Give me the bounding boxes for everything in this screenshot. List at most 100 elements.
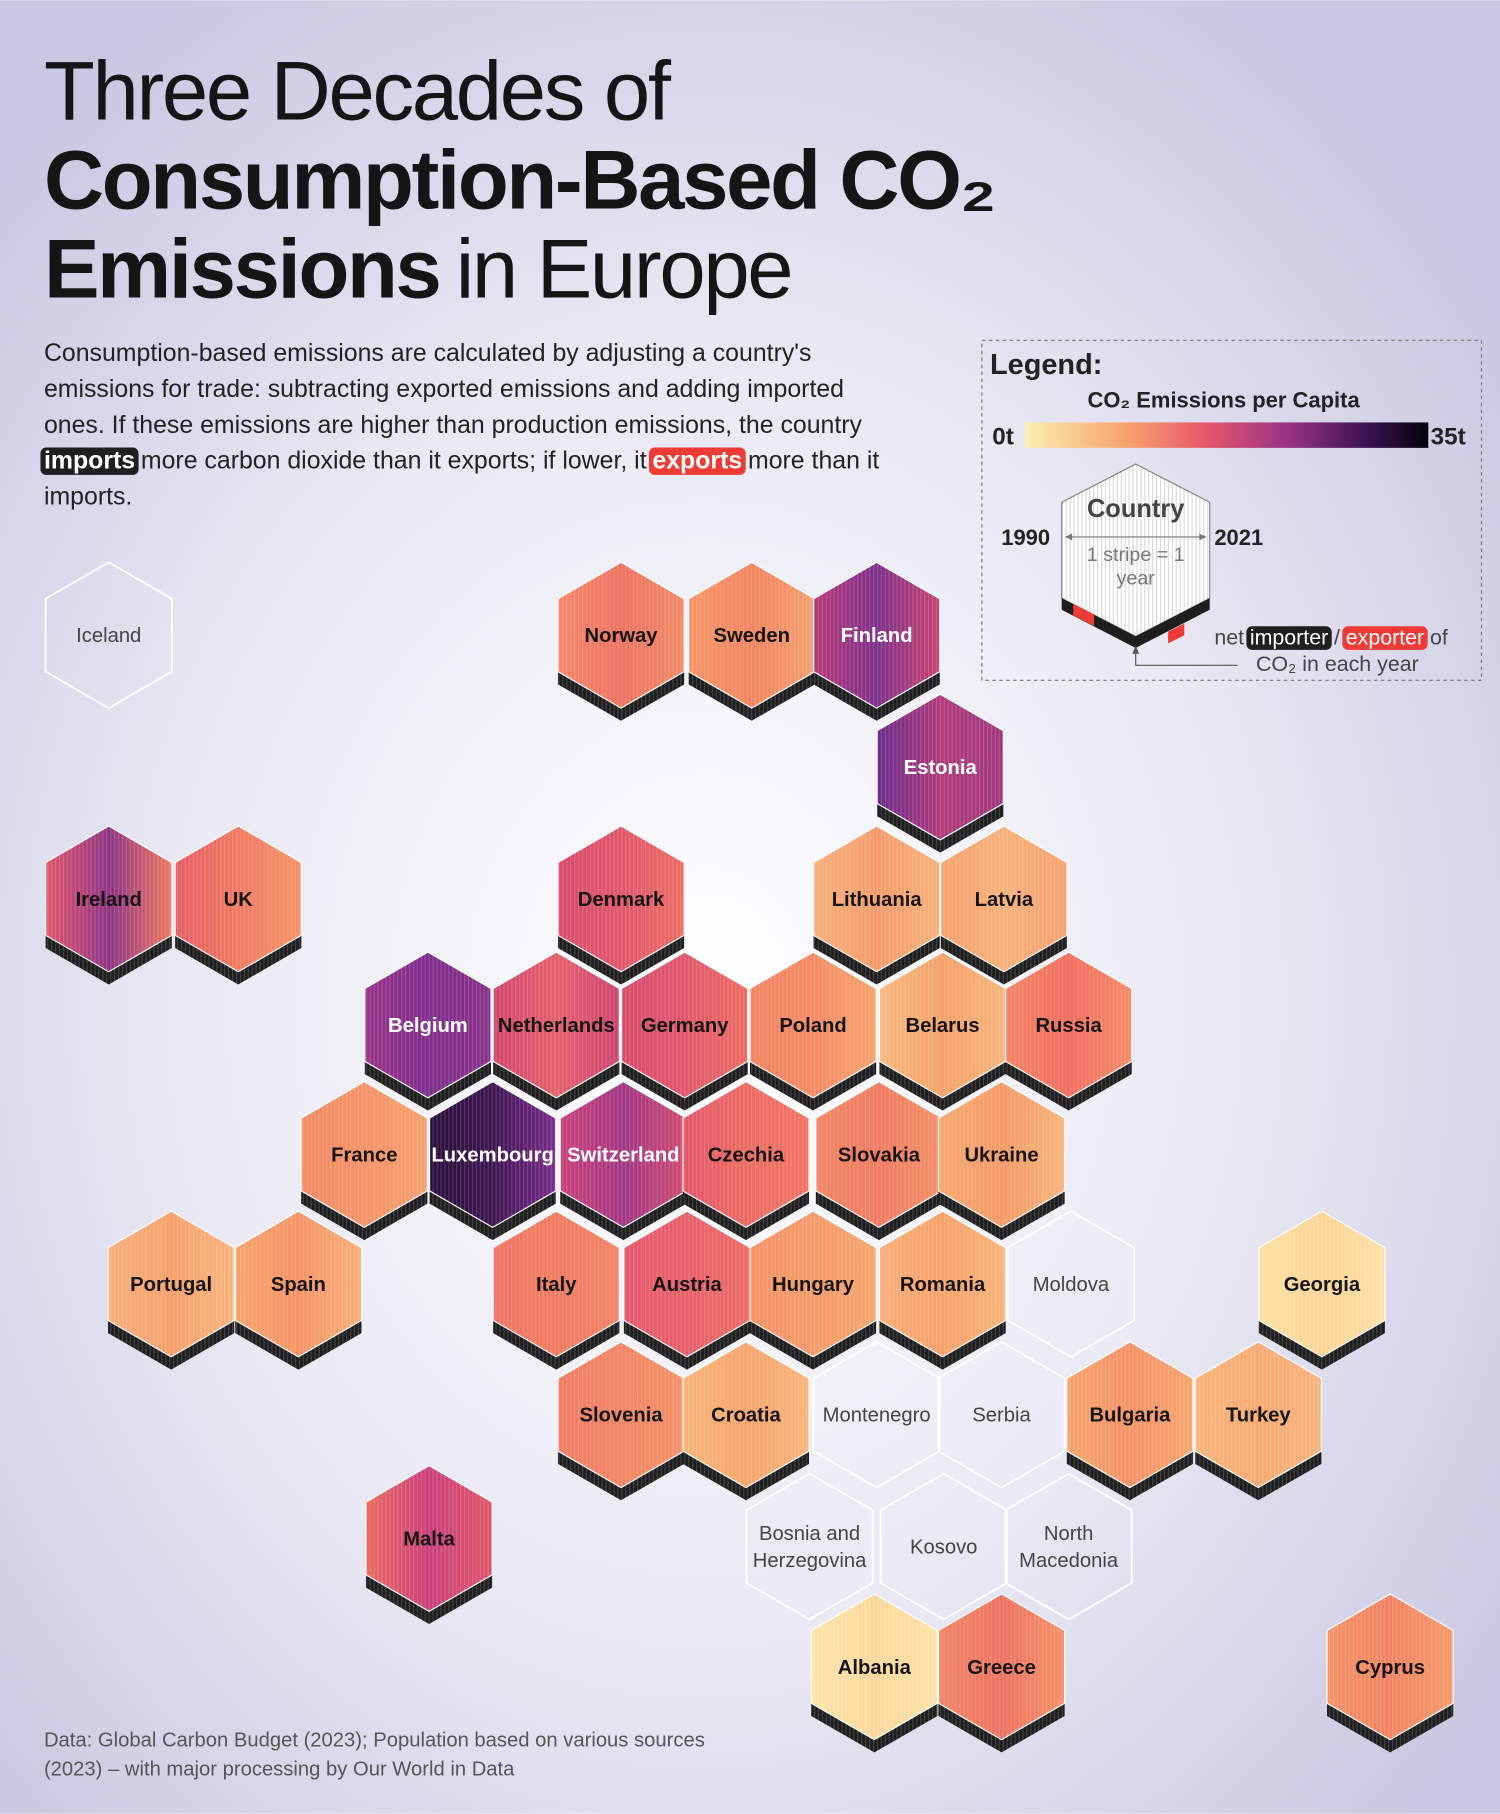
hex-base-stripes [493,1061,620,1111]
title-text: in Europe [456,223,792,316]
hex-stripes [45,826,172,972]
hex-stripes [364,952,492,1098]
intro-text: imports. [44,483,132,511]
hex-stripes [621,952,748,1098]
country-label: Lithuania [832,889,923,911]
hex-base-stripes [938,1703,1065,1753]
hex-stripes [877,694,1004,840]
hex-base-stripes [1258,1320,1385,1370]
country-label: Netherlands [498,1015,615,1037]
country-label: Romania [900,1274,986,1296]
legend-note: importer [1250,625,1328,649]
hex-base-stripes [813,935,940,985]
country-label: Bosnia and [759,1523,860,1545]
stripe-note: year [1117,567,1156,589]
example-exporter-years [1073,603,1095,626]
hex-stripes [429,1081,556,1228]
highlight [1342,626,1428,650]
hex-base-stripes [45,935,172,985]
country-label: Bulgaria [1089,1405,1171,1427]
hex-stripes [749,1211,877,1357]
legend-title: Legend: [990,349,1102,381]
hex-stripes [815,1081,943,1228]
country-label: Macedonia [1019,1550,1119,1572]
hex-stripes [1066,1341,1194,1488]
country-label: Spain [271,1274,326,1296]
country-label: Iceland [76,625,141,647]
country-label: Italy [536,1274,577,1296]
country-label: Cyprus [1355,1657,1425,1679]
highlight [40,447,139,475]
hex-base-stripes [429,1190,556,1241]
hex-base-stripes [682,1451,810,1501]
empty-hex [745,1472,874,1621]
country-label: Finland [841,625,913,647]
example-hex-stripes [1061,464,1210,637]
hex-stripes [688,562,815,709]
intro-text: exports [652,447,742,475]
title-text: Three Decades of [44,44,672,137]
highlight [648,447,746,475]
hex-base-stripes [623,1320,751,1370]
legend: Legend: CO₂ Emissions per Capita 0t 35t … [981,339,1483,681]
note-pointer-head [1132,645,1140,654]
title-text: Consumption-Based CO₂ [44,133,994,226]
hex-base-stripes [1195,1451,1322,1501]
hex-stripes [175,826,302,972]
hex-base-stripes [749,1320,877,1370]
country-label: Moldova [1033,1274,1110,1296]
intro-text: more carbon dioxide than it exports; if … [141,447,647,475]
hex-stripes [879,952,1006,1098]
scale-title: CO₂ Emissions per Capita [1087,387,1360,412]
country-label: Estonia [904,757,978,779]
stripe-note: 1 stripe = 1 [1087,544,1185,566]
country-label: Belgium [388,1015,468,1037]
hex-base-stripes [879,1061,1006,1111]
country-label: France [331,1144,397,1166]
hex-base-stripes [1066,1451,1194,1501]
start-year: 1990 [1001,525,1050,550]
empty-hex [1006,1210,1135,1358]
hex-base-stripes [175,935,302,985]
hex-base-stripes [557,1451,685,1501]
hex-stripes [938,1593,1065,1740]
country-label: Turkey [1226,1405,1292,1427]
title-text: Emissions [44,223,440,316]
hex-base-stripes [877,803,1004,853]
year-arrow-head [1199,533,1207,541]
country-label: Malta [403,1528,455,1550]
country-label: Russia [1035,1015,1102,1037]
end-year: 2021 [1214,525,1263,550]
empty-hex [937,1340,1066,1489]
hex-stripes [813,562,940,709]
intro-text: emissions for trade: subtracting exporte… [44,375,844,403]
hex-stripes [557,1341,685,1488]
hex-stripes [1327,1593,1454,1740]
source: (2023) – with major processing by Our Wo… [44,1759,515,1781]
country-label: Sweden [714,625,790,647]
country-label: Albania [838,1657,912,1679]
country-label: North [1044,1523,1093,1545]
hex-stripes [813,826,940,972]
hex-stripes [682,1341,810,1488]
country-label: Switzerland [567,1144,679,1166]
legend-note: exporter [1346,625,1424,649]
intro-text: ones. If these emissions are higher than… [44,411,863,439]
country-label: Czechia [708,1144,785,1166]
empty-hex [44,561,173,710]
hex-stripes [557,562,685,709]
hex-stripes [1258,1211,1385,1357]
hex-base-stripes [1005,1061,1132,1111]
country-label: Luxembourg [431,1144,553,1166]
hex-stripes [560,1081,687,1228]
example-exporter-years [1168,623,1185,644]
hex-base-stripes [621,1061,748,1111]
country-label: Montenegro [823,1405,931,1427]
hex-base-stripes [938,1190,1065,1241]
hex-base-stripes [815,1190,943,1241]
country-label: Croatia [711,1405,781,1427]
source: Data: Global Carbon Budget (2023); Popul… [44,1730,705,1752]
hex-base-stripes [493,1320,620,1370]
hex-stripes [1195,1341,1322,1488]
